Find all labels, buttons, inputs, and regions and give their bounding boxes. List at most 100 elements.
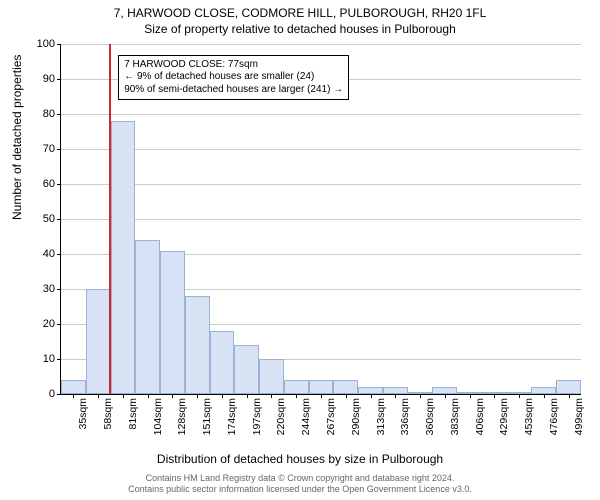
xtick-label: 197sqm bbox=[251, 398, 263, 435]
xtick-label: 104sqm bbox=[152, 398, 164, 435]
footer-line-1: Contains HM Land Registry data © Crown c… bbox=[0, 473, 600, 484]
ytick-label: 70 bbox=[25, 143, 55, 155]
ytick-label: 50 bbox=[25, 213, 55, 225]
xtick-label: 58sqm bbox=[102, 398, 114, 430]
ytick-mark bbox=[57, 219, 61, 220]
gridline bbox=[61, 184, 581, 185]
gridline bbox=[61, 114, 581, 115]
ytick-label: 30 bbox=[25, 283, 55, 295]
xtick-mark bbox=[569, 394, 570, 398]
annotation-line: ← 9% of detached houses are smaller (24) bbox=[124, 71, 343, 84]
xtick-mark bbox=[321, 394, 322, 398]
xtick-label: 453sqm bbox=[523, 398, 535, 435]
xtick-label: 476sqm bbox=[548, 398, 560, 435]
gridline bbox=[61, 149, 581, 150]
histogram-bar bbox=[333, 380, 358, 394]
title-line-1: 7, HARWOOD CLOSE, CODMORE HILL, PULBOROU… bbox=[0, 0, 600, 20]
xtick-mark bbox=[544, 394, 545, 398]
xtick-label: 290sqm bbox=[350, 398, 362, 435]
ytick-mark bbox=[57, 394, 61, 395]
xtick-mark bbox=[371, 394, 372, 398]
xtick-mark bbox=[271, 394, 272, 398]
histogram-bar bbox=[160, 251, 185, 395]
histogram-bar bbox=[111, 121, 136, 394]
ytick-mark bbox=[57, 324, 61, 325]
xtick-mark bbox=[98, 394, 99, 398]
xtick-label: 151sqm bbox=[201, 398, 213, 435]
chart-area: 010203040506070809010035sqm58sqm81sqm104… bbox=[60, 44, 580, 394]
title-line-2: Size of property relative to detached ho… bbox=[0, 20, 600, 36]
ytick-mark bbox=[57, 44, 61, 45]
xtick-mark bbox=[470, 394, 471, 398]
histogram-bar bbox=[383, 387, 408, 394]
xtick-label: 406sqm bbox=[474, 398, 486, 435]
xtick-mark bbox=[197, 394, 198, 398]
ytick-mark bbox=[57, 79, 61, 80]
xtick-label: 244sqm bbox=[300, 398, 312, 435]
xtick-mark bbox=[73, 394, 74, 398]
xtick-mark bbox=[420, 394, 421, 398]
histogram-bar bbox=[61, 380, 86, 394]
footer-line-2: Contains public sector information licen… bbox=[0, 484, 600, 495]
gridline bbox=[61, 44, 581, 45]
histogram-bar bbox=[210, 331, 235, 394]
xtick-mark bbox=[222, 394, 223, 398]
histogram-bar bbox=[135, 240, 160, 394]
xtick-mark bbox=[296, 394, 297, 398]
xtick-mark bbox=[395, 394, 396, 398]
histogram-bar bbox=[234, 345, 259, 394]
ytick-label: 40 bbox=[25, 248, 55, 260]
xtick-mark bbox=[123, 394, 124, 398]
xtick-label: 360sqm bbox=[424, 398, 436, 435]
xtick-label: 383sqm bbox=[449, 398, 461, 435]
xtick-mark bbox=[494, 394, 495, 398]
histogram-bar bbox=[284, 380, 309, 394]
footer: Contains HM Land Registry data © Crown c… bbox=[0, 473, 600, 496]
histogram-bar bbox=[309, 380, 334, 394]
reference-line bbox=[109, 44, 111, 394]
ytick-label: 10 bbox=[25, 353, 55, 365]
xtick-label: 220sqm bbox=[275, 398, 287, 435]
xtick-mark bbox=[519, 394, 520, 398]
xtick-mark bbox=[172, 394, 173, 398]
xtick-mark bbox=[247, 394, 248, 398]
ytick-mark bbox=[57, 114, 61, 115]
y-axis-label: Number of detached properties bbox=[10, 55, 24, 220]
ytick-mark bbox=[57, 184, 61, 185]
ytick-mark bbox=[57, 149, 61, 150]
histogram-bar bbox=[432, 387, 457, 394]
histogram-bar bbox=[358, 387, 383, 394]
x-axis-label: Distribution of detached houses by size … bbox=[0, 452, 600, 466]
xtick-label: 336sqm bbox=[399, 398, 411, 435]
histogram-bar bbox=[185, 296, 210, 394]
histogram-bar bbox=[556, 380, 581, 394]
xtick-label: 499sqm bbox=[573, 398, 585, 435]
ytick-label: 90 bbox=[25, 73, 55, 85]
annotation-line: 7 HARWOOD CLOSE: 77sqm bbox=[124, 59, 343, 72]
ytick-mark bbox=[57, 254, 61, 255]
xtick-mark bbox=[445, 394, 446, 398]
xtick-label: 267sqm bbox=[325, 398, 337, 435]
ytick-mark bbox=[57, 359, 61, 360]
histogram-bar bbox=[531, 387, 556, 394]
xtick-label: 81sqm bbox=[127, 398, 139, 430]
xtick-label: 128sqm bbox=[176, 398, 188, 435]
plot-region: 010203040506070809010035sqm58sqm81sqm104… bbox=[60, 44, 581, 395]
annotation-box: 7 HARWOOD CLOSE: 77sqm← 9% of detached h… bbox=[118, 55, 349, 101]
xtick-label: 429sqm bbox=[498, 398, 510, 435]
xtick-label: 174sqm bbox=[226, 398, 238, 435]
ytick-label: 100 bbox=[25, 38, 55, 50]
ytick-label: 0 bbox=[25, 388, 55, 400]
xtick-label: 313sqm bbox=[375, 398, 387, 435]
ytick-label: 80 bbox=[25, 108, 55, 120]
gridline bbox=[61, 219, 581, 220]
histogram-bar bbox=[259, 359, 284, 394]
annotation-line: 90% of semi-detached houses are larger (… bbox=[124, 84, 343, 97]
ytick-label: 60 bbox=[25, 178, 55, 190]
ytick-mark bbox=[57, 289, 61, 290]
xtick-mark bbox=[346, 394, 347, 398]
xtick-label: 35sqm bbox=[77, 398, 89, 430]
xtick-mark bbox=[148, 394, 149, 398]
ytick-label: 20 bbox=[25, 318, 55, 330]
histogram-bar bbox=[86, 289, 111, 394]
